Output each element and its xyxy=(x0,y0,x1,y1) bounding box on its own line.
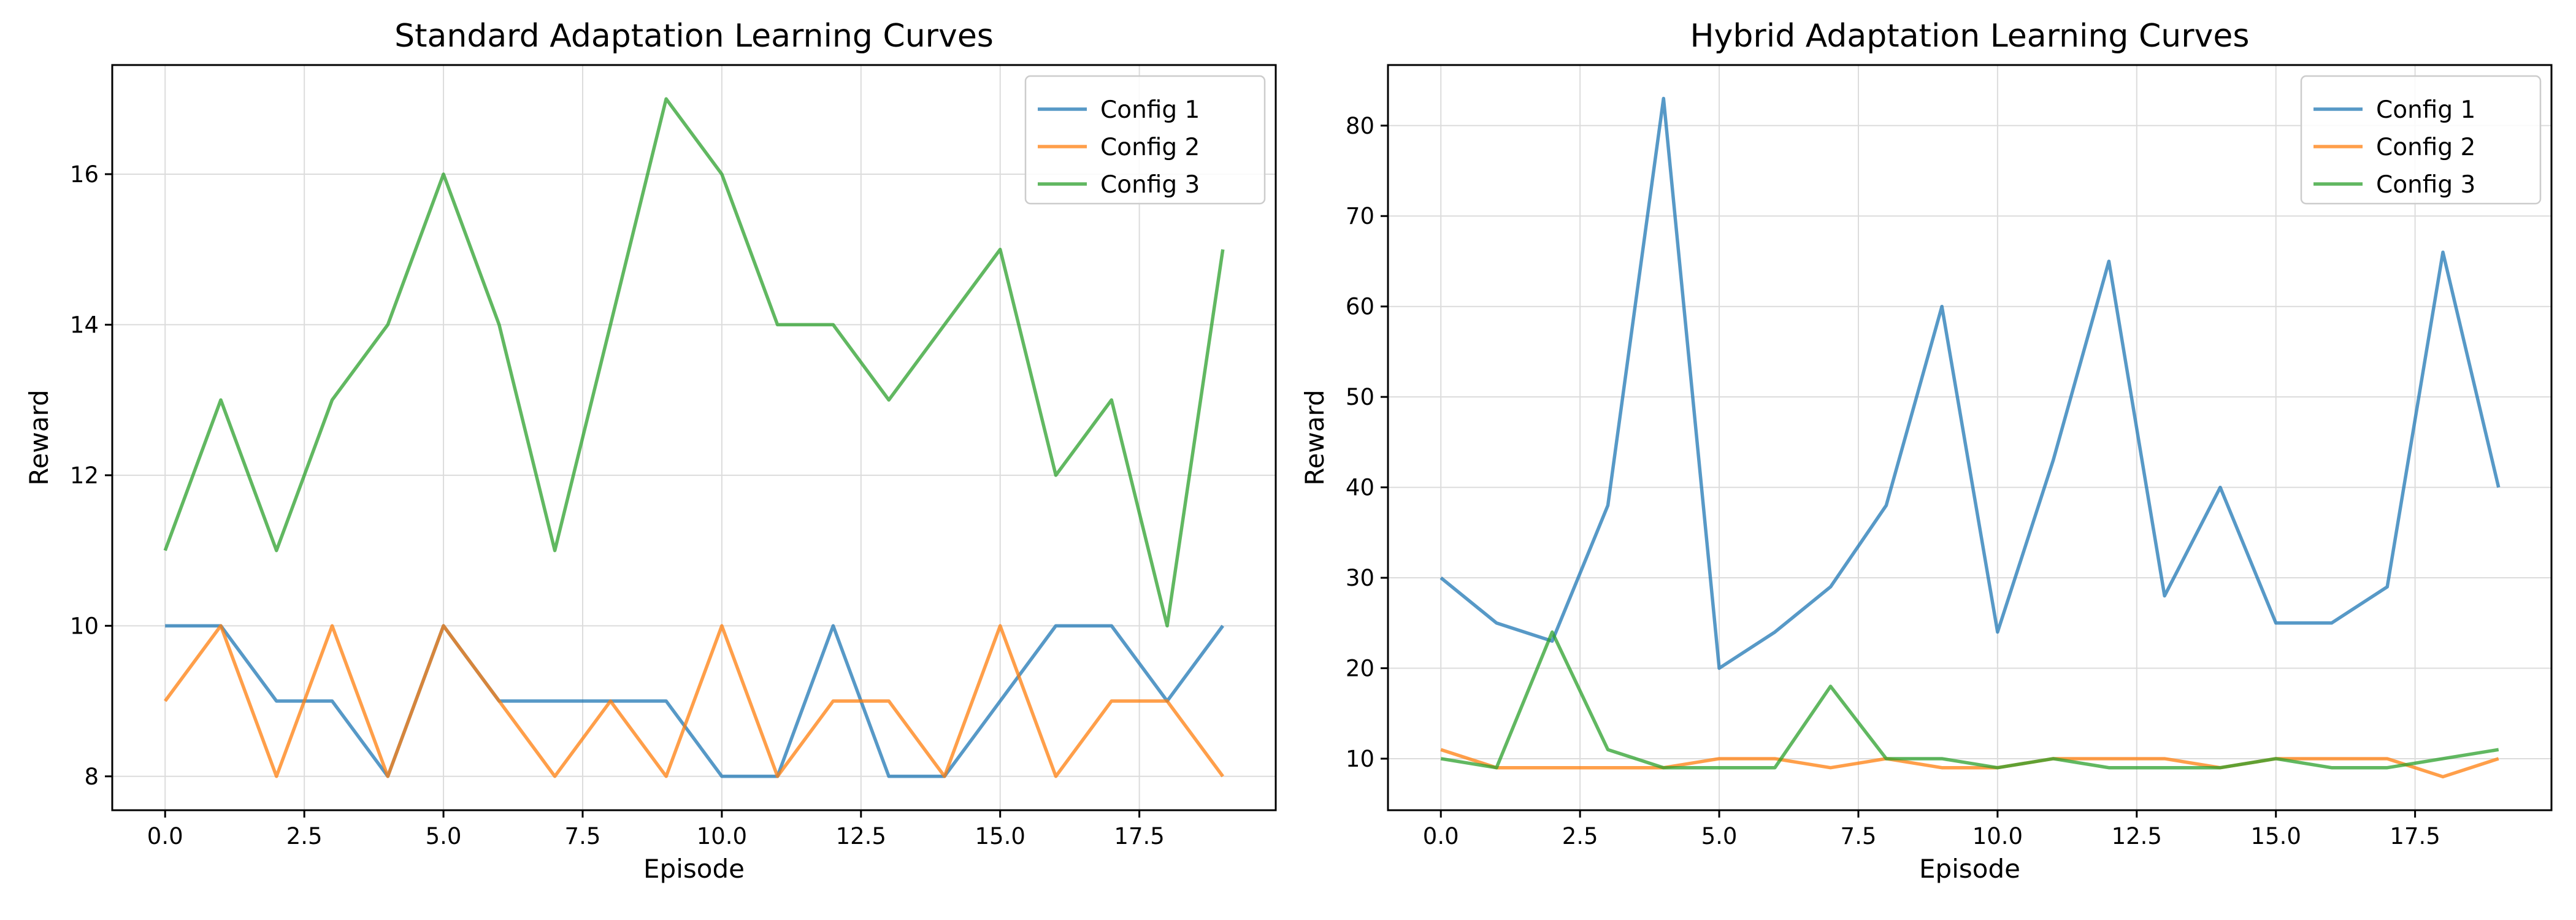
y-tick-label: 14 xyxy=(70,312,99,338)
legend-label: Config 2 xyxy=(2376,134,2475,161)
x-axis-label: Episode xyxy=(643,854,745,884)
x-tick-label: 7.5 xyxy=(1841,823,1877,849)
x-tick-label: 7.5 xyxy=(565,823,601,849)
series-line-config-2 xyxy=(164,624,1224,778)
y-tick-label: 8 xyxy=(84,764,99,790)
x-axis-label: Episode xyxy=(1919,854,2020,884)
y-axis-label: Reward xyxy=(1300,389,1330,485)
series-line-config-1 xyxy=(165,624,1224,778)
y-tick-label: 10 xyxy=(70,613,99,639)
x-tick-label: 17.5 xyxy=(1114,823,1164,849)
x-tick-label: 10.0 xyxy=(697,823,747,849)
x-tick-label: 2.5 xyxy=(1562,823,1598,849)
series-line-config-2 xyxy=(1440,748,2499,779)
x-tick-label: 0.0 xyxy=(147,823,183,849)
y-tick-label: 16 xyxy=(70,161,99,188)
legend: Config 1 Config 2 Config 3 xyxy=(1024,75,1266,205)
chart-title: Standard Adaptation Learning Curves xyxy=(394,18,994,55)
series-line-config-3 xyxy=(163,97,1225,628)
x-tick-label: 12.5 xyxy=(2112,823,2162,849)
legend: Config 1 Config 2 Config 3 xyxy=(2300,75,2542,205)
x-tick-label: 17.5 xyxy=(2390,823,2440,849)
y-tick-label: 40 xyxy=(1346,475,1374,501)
series-line-config-1 xyxy=(1439,96,2501,670)
y-tick-label: 80 xyxy=(1346,113,1374,139)
plot-frame xyxy=(111,64,1277,811)
plot-frame xyxy=(1387,64,2553,811)
y-tick-label: 10 xyxy=(1346,746,1374,772)
series-line-config-3 xyxy=(1440,630,2499,770)
y-axis-label: Reward xyxy=(24,389,54,485)
y-tick-label: 50 xyxy=(1346,384,1374,410)
chart-panel-2: 0.0 2.5 5.0 7.5 10.0 12.5 15.0 17.5 10 20 30 40 50 60… xyxy=(1300,18,2553,884)
x-tick-label: 2.5 xyxy=(286,823,323,849)
x-tick-label: 0.0 xyxy=(1423,823,1459,849)
y-tick-label: 70 xyxy=(1346,203,1374,229)
legend-label: Config 3 xyxy=(2376,171,2475,199)
legend-label: Config 3 xyxy=(1100,171,1200,199)
x-tick-label: 10.0 xyxy=(1972,823,2023,849)
legend-label: Config 1 xyxy=(1100,96,1200,124)
y-tick-label: 30 xyxy=(1346,565,1374,591)
x-tick-label: 15.0 xyxy=(975,823,1025,849)
legend-label: Config 2 xyxy=(1100,134,1200,161)
chart-panel-1: 0.0 2.5 5.0 7.5 10.0 12.5 15.0 17.5 8 10 12 14 16 Sta… xyxy=(24,18,1277,884)
x-tick-label: 5.0 xyxy=(1701,823,1738,849)
chart-title: Hybrid Adaptation Learning Curves xyxy=(1690,18,2250,55)
legend-label: Config 1 xyxy=(2376,96,2475,124)
y-tick-label: 60 xyxy=(1346,294,1374,320)
x-tick-label: 12.5 xyxy=(836,823,886,849)
y-tick-label: 12 xyxy=(70,462,99,489)
x-tick-label: 15.0 xyxy=(2251,823,2301,849)
y-tick-label: 20 xyxy=(1346,656,1374,682)
x-tick-label: 5.0 xyxy=(426,823,462,849)
